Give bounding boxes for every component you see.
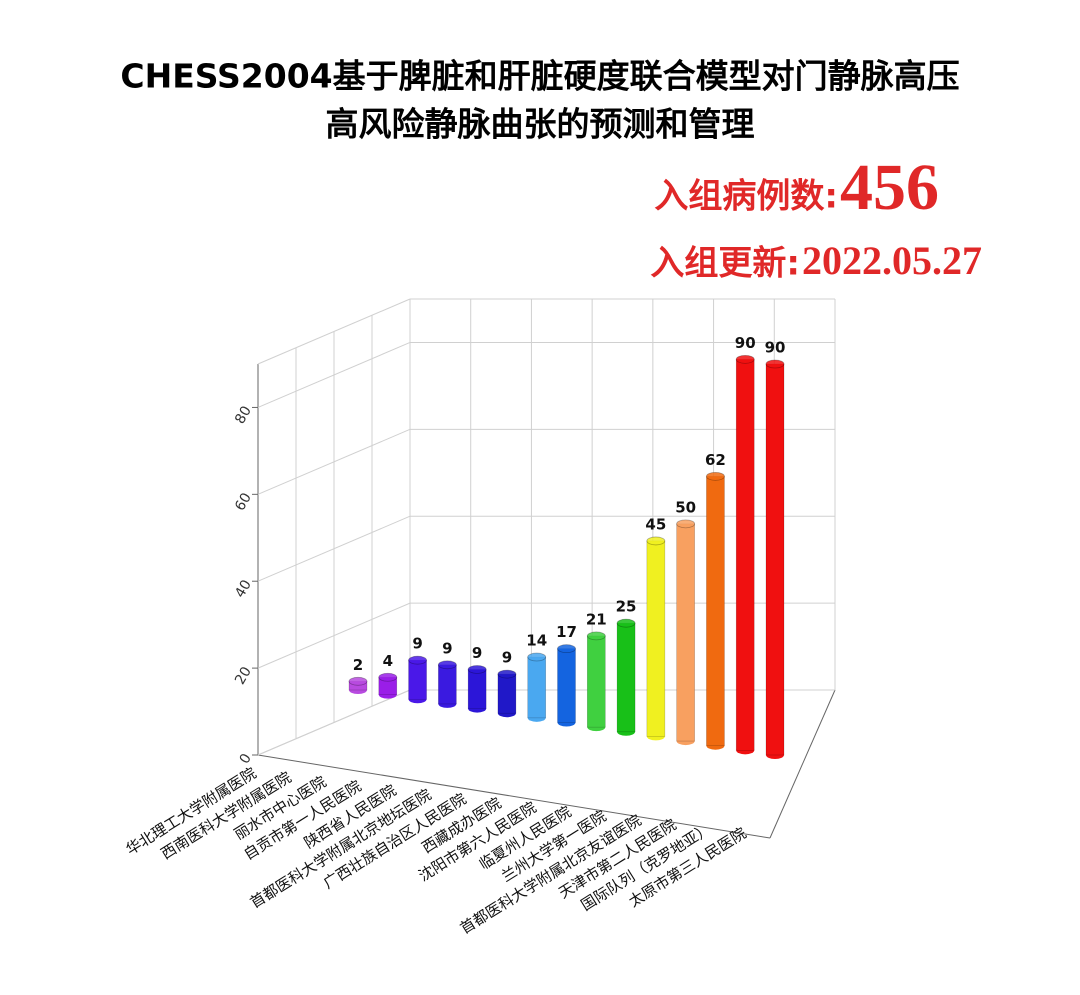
data-label: 9	[412, 635, 422, 653]
bar	[497, 673, 517, 714]
grid-line	[257, 428, 411, 495]
bar-top	[735, 354, 755, 364]
bar	[527, 656, 547, 719]
y-tick-label: 80	[232, 403, 255, 426]
floor-edge	[769, 689, 836, 839]
data-label: 50	[675, 498, 696, 516]
y-tick-label: 20	[232, 664, 255, 687]
chart-title: 高风险静脉曲张的预测和管理	[326, 105, 755, 144]
bar-top	[497, 669, 517, 679]
annotation-label: 入组更新:	[650, 244, 800, 284]
bar	[765, 363, 785, 756]
data-label: 4	[383, 652, 393, 670]
data-label: 45	[645, 515, 666, 533]
bar	[616, 622, 636, 733]
bar	[586, 635, 606, 728]
annotation-value: 2022.05.27	[802, 238, 982, 283]
data-label: 2	[353, 656, 363, 674]
bar	[706, 476, 725, 747]
chart-title: CHESS2004基于脾脏和肝脏硬度联合模型对门静脉高压	[120, 57, 959, 96]
bar	[438, 664, 457, 705]
data-label: 9	[472, 644, 482, 662]
data-label: 9	[502, 649, 512, 667]
annotation-value: 456	[840, 151, 939, 224]
bar-top	[378, 672, 398, 682]
data-label: 21	[586, 610, 607, 628]
grid-line	[257, 341, 411, 408]
y-tick-label: 0	[237, 751, 255, 767]
bar-top	[646, 536, 666, 546]
grid-line	[257, 689, 411, 756]
bar-top	[527, 652, 547, 662]
bar	[735, 359, 755, 751]
data-label: 14	[526, 632, 547, 650]
grid-line	[257, 602, 411, 669]
bar-top	[676, 519, 696, 529]
bar	[676, 523, 695, 742]
data-label: 90	[765, 339, 786, 357]
bar	[408, 659, 427, 700]
bar-top	[616, 618, 636, 628]
data-label: 90	[735, 334, 756, 352]
bar	[646, 540, 666, 737]
y-tick-label: 40	[232, 577, 255, 600]
bar-top	[765, 359, 785, 369]
bar-top	[408, 655, 427, 665]
bar-top	[557, 644, 576, 654]
bar-top	[348, 676, 368, 686]
bar	[467, 669, 487, 709]
bar-top	[706, 471, 725, 481]
bar	[557, 648, 576, 723]
annotation-label: 入组病例数:	[654, 177, 838, 217]
grid-line	[257, 515, 411, 582]
bar-top	[437, 660, 457, 670]
bar-top	[467, 665, 487, 674]
y-tick-label: 60	[232, 490, 255, 513]
floor-edge	[257, 754, 771, 839]
data-label: 9	[442, 639, 452, 657]
data-label: 25	[616, 598, 637, 616]
bar-top	[586, 631, 606, 641]
data-label: 62	[705, 451, 726, 469]
data-label: 17	[556, 623, 577, 641]
